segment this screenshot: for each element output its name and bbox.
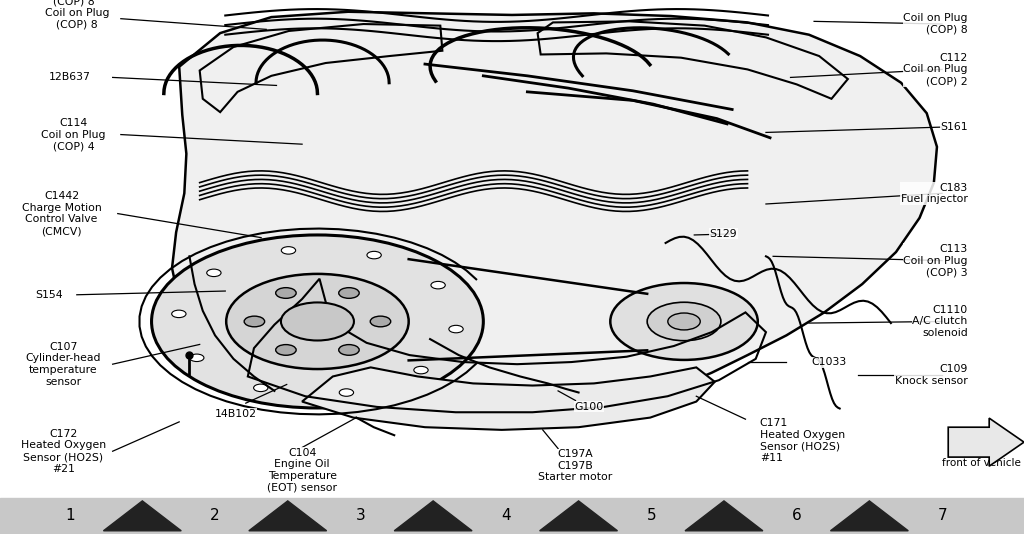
Circle shape (449, 325, 463, 333)
Polygon shape (948, 418, 1024, 466)
Text: front of vehicle: front of vehicle (941, 458, 1021, 468)
Text: C107
Cylinder-head
temperature
sensor: C107 Cylinder-head temperature sensor (26, 342, 101, 387)
Circle shape (367, 252, 381, 259)
Circle shape (281, 302, 354, 341)
Polygon shape (540, 501, 617, 531)
Circle shape (339, 344, 359, 355)
Circle shape (339, 389, 353, 396)
Text: C104
Engine Oil
Temperature
(EOT) sensor: C104 Engine Oil Temperature (EOT) sensor (267, 447, 337, 492)
Circle shape (189, 354, 204, 362)
Text: 5: 5 (646, 508, 656, 523)
Circle shape (207, 269, 221, 277)
Text: C114
Coil on Plug
(COP) 4: C114 Coil on Plug (COP) 4 (42, 118, 105, 151)
Text: C197A
C197B
Starter motor: C197A C197B Starter motor (539, 449, 612, 482)
Text: C112
Coil on Plug
(COP) 2: C112 Coil on Plug (COP) 2 (903, 53, 968, 86)
Text: 7: 7 (937, 508, 947, 523)
Circle shape (244, 316, 264, 327)
Circle shape (339, 288, 359, 299)
Circle shape (610, 283, 758, 360)
Polygon shape (249, 501, 327, 531)
Text: 1: 1 (65, 508, 75, 523)
Text: Coil on Plug
(COP) 8: Coil on Plug (COP) 8 (903, 13, 968, 35)
Polygon shape (103, 501, 181, 531)
Text: S154: S154 (36, 290, 62, 300)
Circle shape (275, 344, 296, 355)
Text: S129: S129 (710, 229, 737, 239)
Text: G100: G100 (574, 402, 603, 412)
Circle shape (431, 281, 445, 289)
Text: 2: 2 (210, 508, 220, 523)
Text: 14B102: 14B102 (214, 409, 257, 419)
Text: C113
Coil on Plug
(COP) 3: C113 Coil on Plug (COP) 3 (903, 244, 968, 277)
Circle shape (226, 274, 409, 369)
Text: C1033: C1033 (811, 357, 846, 367)
Text: S161: S161 (940, 122, 968, 132)
Polygon shape (172, 12, 937, 423)
Text: Coil on Plug
(COP) 8: Coil on Plug (COP) 8 (42, 0, 105, 6)
Circle shape (254, 384, 268, 391)
Polygon shape (302, 367, 715, 430)
Circle shape (172, 310, 186, 318)
Circle shape (371, 316, 391, 327)
Polygon shape (830, 501, 908, 531)
Text: 12B637: 12B637 (49, 73, 90, 82)
Text: 3: 3 (355, 508, 366, 523)
Text: C1110
A/C clutch
solenoid: C1110 A/C clutch solenoid (912, 305, 968, 338)
Circle shape (647, 302, 721, 341)
Polygon shape (394, 501, 472, 531)
Circle shape (668, 313, 700, 330)
Text: C183
Fuel injector: C183 Fuel injector (901, 183, 968, 204)
Circle shape (275, 288, 296, 299)
Polygon shape (685, 501, 763, 531)
Text: C171
Heated Oxygen
Sensor (HO2S)
#11: C171 Heated Oxygen Sensor (HO2S) #11 (760, 418, 845, 463)
Text: C109
Knock sensor: C109 Knock sensor (895, 364, 968, 386)
Text: C172
Heated Oxygen
Sensor (HO2S)
#21: C172 Heated Oxygen Sensor (HO2S) #21 (20, 429, 106, 474)
Bar (0, 498, 1024, 534)
Text: C1442
Charge Motion
Control Valve
(CMCV): C1442 Charge Motion Control Valve (CMCV) (22, 191, 101, 236)
Circle shape (282, 247, 296, 254)
Text: 6: 6 (792, 508, 802, 523)
Text: 4: 4 (501, 508, 511, 523)
Text: Coil on Plug
(COP) 8: Coil on Plug (COP) 8 (45, 8, 109, 29)
Circle shape (152, 235, 483, 408)
Circle shape (414, 366, 428, 374)
